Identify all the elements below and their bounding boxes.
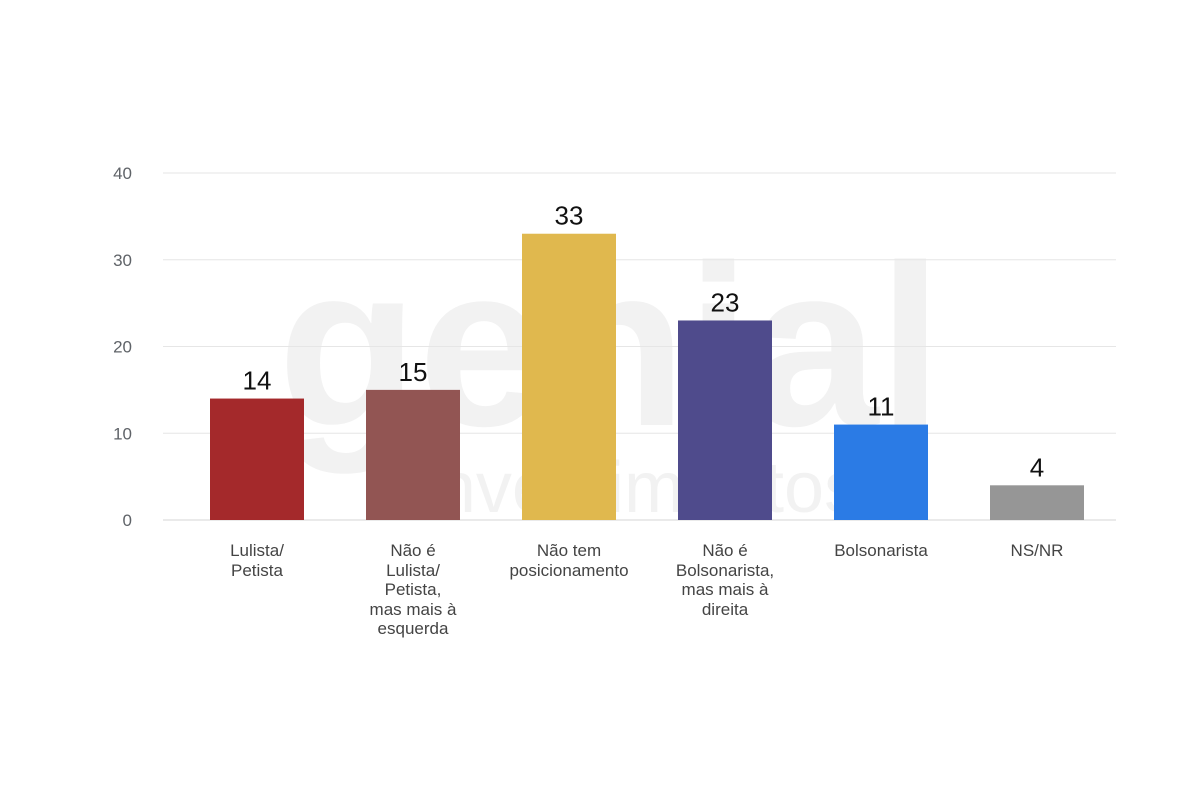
- data-label: 11: [868, 392, 895, 422]
- x-category-label: NS/NR: [1010, 541, 1064, 560]
- y-tick-label: 30: [113, 251, 132, 270]
- y-tick-label: 10: [113, 424, 132, 443]
- bar: [522, 233, 616, 520]
- data-label: 23: [711, 287, 740, 317]
- y-tick-label: 40: [113, 164, 132, 183]
- bar: [834, 424, 928, 520]
- gridlines: [163, 172, 1116, 521]
- bar: [990, 485, 1084, 520]
- data-labels: 14 15 33 23 11 4: [243, 201, 1045, 483]
- data-label: 33: [555, 201, 584, 231]
- data-label: 4: [1030, 452, 1044, 482]
- data-label: 15: [399, 357, 428, 387]
- x-category-label: Lulista/ Petista: [230, 541, 284, 580]
- bar: [366, 389, 460, 520]
- x-category-label: Não é Bolsonarista, mas mais à direita: [675, 541, 775, 619]
- y-axis-ticks: 0 10 20 30 40: [113, 164, 132, 530]
- bar: [678, 320, 772, 520]
- x-category-label: Não tem posicionamento: [509, 541, 629, 580]
- bars: [210, 233, 1084, 520]
- data-label: 14: [243, 366, 272, 396]
- watermark-investimentos: investimentos: [420, 448, 860, 528]
- y-tick-label: 0: [123, 511, 132, 530]
- x-category-label: Bolsonarista: [834, 541, 928, 560]
- y-tick-label: 20: [113, 338, 132, 357]
- bar: [210, 398, 304, 520]
- x-category-label: Não é Lulista/ Petista, mas mais à esque…: [369, 541, 457, 638]
